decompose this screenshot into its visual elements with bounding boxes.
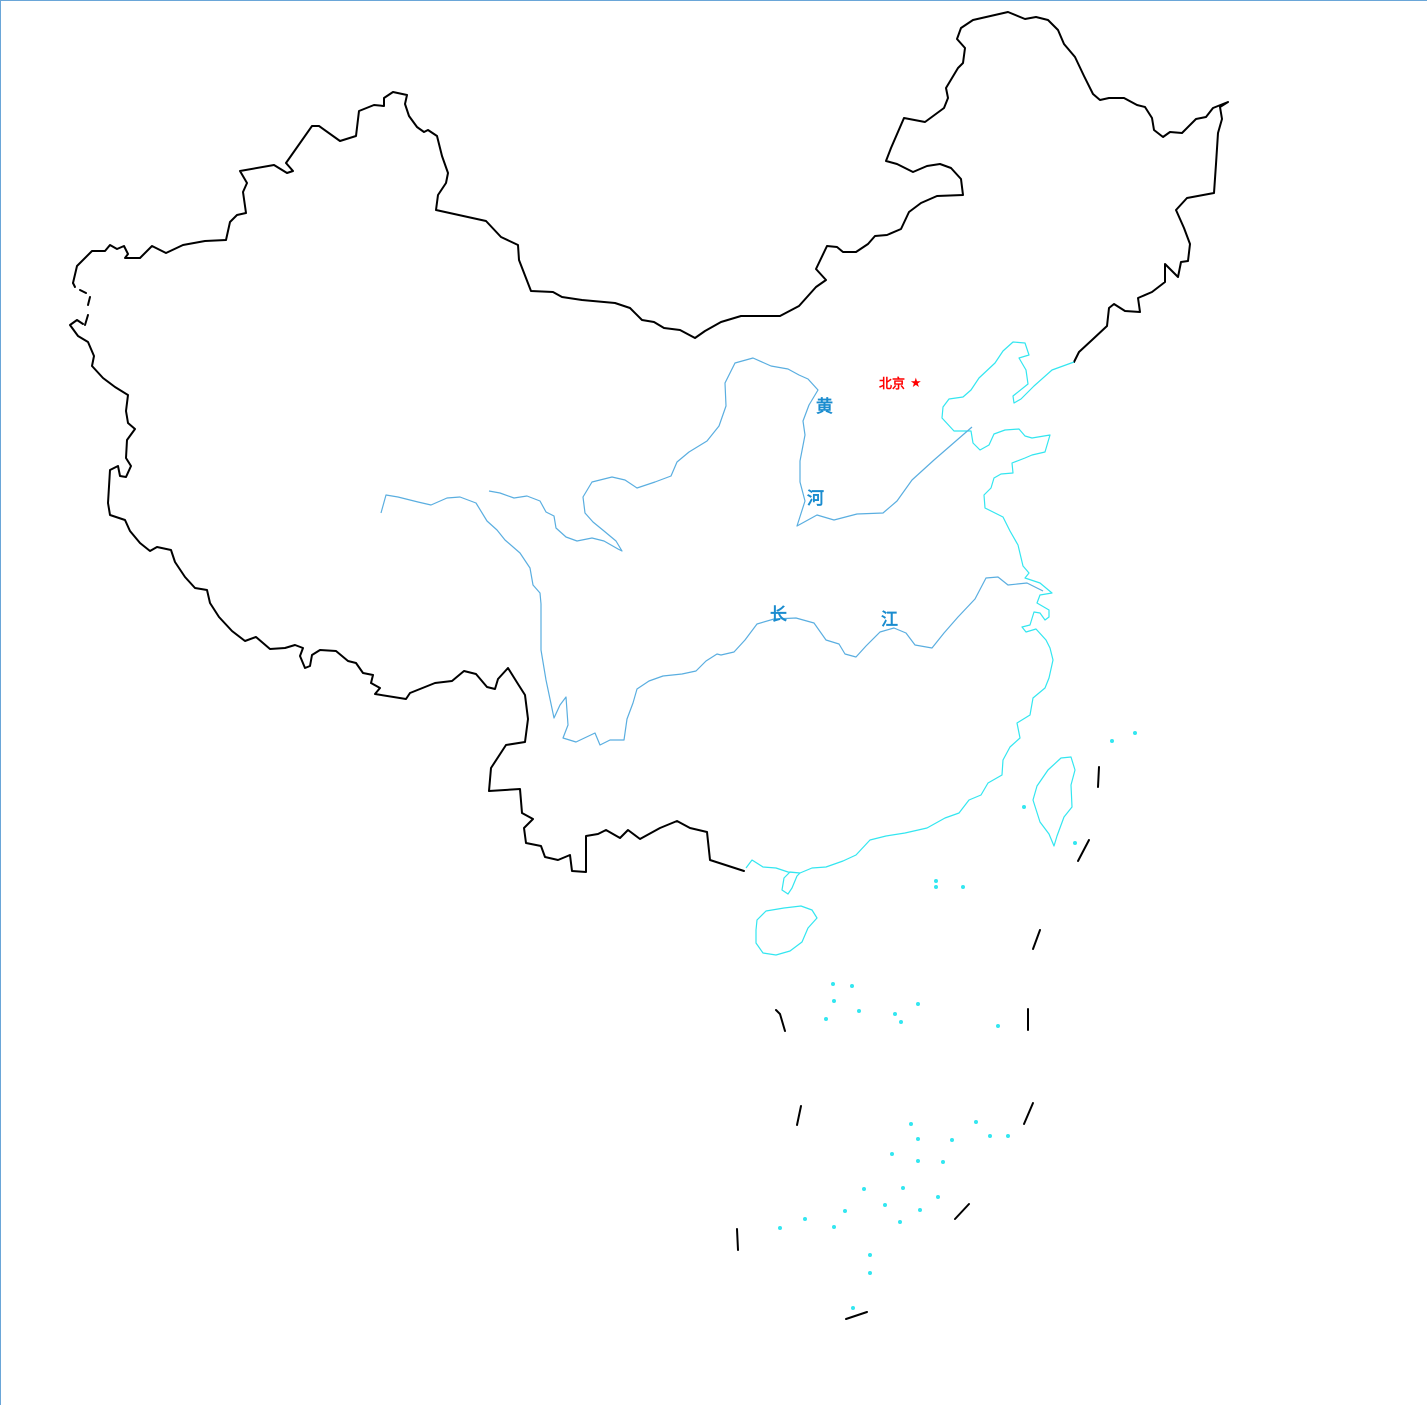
yangtze-river-label-1: 长 [770, 604, 788, 625]
yangtze-river-label-2: 江 [881, 610, 898, 630]
yangtze-river [540, 576, 1044, 746]
yellow-river-label-1: 黄 [816, 396, 833, 417]
land-border [69, 319, 745, 873]
star-icon: ★ [910, 376, 922, 391]
yellow-river [380, 357, 973, 605]
sea-boundary-dashes [736, 766, 1100, 1320]
island-dots [778, 731, 1137, 1310]
capital-label: 北京 [879, 376, 905, 392]
hainan-island [755, 905, 818, 956]
taiwan-island [1032, 756, 1076, 847]
yellow-river-label-2: 河 [807, 489, 824, 509]
coastline [745, 341, 1075, 895]
